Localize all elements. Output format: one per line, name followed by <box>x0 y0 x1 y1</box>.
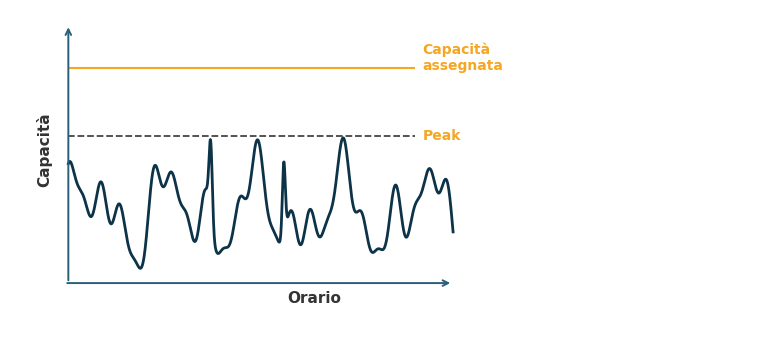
Text: Capacità
assegnata: Capacità assegnata <box>422 42 503 73</box>
X-axis label: Orario: Orario <box>287 292 342 306</box>
Text: Peak: Peak <box>422 129 461 143</box>
Y-axis label: Capacità: Capacità <box>36 113 52 187</box>
